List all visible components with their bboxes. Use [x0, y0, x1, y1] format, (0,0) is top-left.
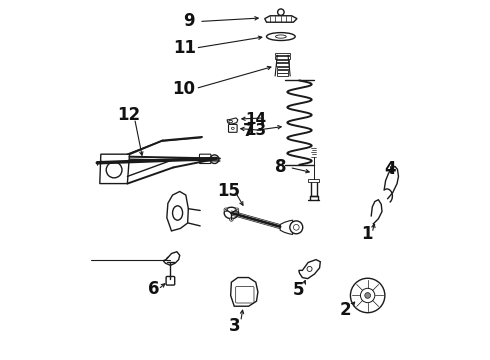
Text: 8: 8: [275, 158, 287, 176]
FancyBboxPatch shape: [277, 73, 288, 76]
Ellipse shape: [231, 127, 234, 130]
FancyBboxPatch shape: [228, 125, 237, 132]
Polygon shape: [299, 260, 320, 279]
Ellipse shape: [172, 206, 183, 220]
Text: 14: 14: [245, 112, 267, 126]
FancyBboxPatch shape: [275, 53, 290, 55]
FancyBboxPatch shape: [199, 154, 211, 163]
Polygon shape: [227, 118, 238, 125]
Circle shape: [235, 208, 239, 212]
Polygon shape: [167, 192, 188, 231]
Text: 12: 12: [117, 107, 140, 125]
Ellipse shape: [275, 35, 286, 38]
Text: 15: 15: [218, 183, 241, 201]
Circle shape: [350, 278, 385, 313]
Ellipse shape: [167, 257, 174, 262]
Circle shape: [230, 218, 233, 221]
Polygon shape: [100, 154, 129, 184]
FancyBboxPatch shape: [275, 56, 290, 59]
Circle shape: [106, 162, 122, 178]
FancyBboxPatch shape: [276, 63, 289, 66]
Text: 9: 9: [184, 13, 195, 31]
Circle shape: [307, 266, 312, 271]
Text: 10: 10: [172, 80, 196, 98]
FancyBboxPatch shape: [276, 67, 289, 69]
Text: 6: 6: [148, 280, 159, 298]
FancyBboxPatch shape: [276, 60, 290, 62]
Text: 13: 13: [245, 123, 267, 138]
FancyBboxPatch shape: [277, 70, 289, 72]
FancyBboxPatch shape: [311, 180, 317, 196]
Circle shape: [278, 9, 284, 15]
Ellipse shape: [267, 33, 295, 41]
Ellipse shape: [224, 207, 239, 219]
FancyBboxPatch shape: [166, 276, 175, 285]
Polygon shape: [280, 220, 293, 234]
Text: 4: 4: [385, 160, 396, 178]
Text: 11: 11: [173, 39, 196, 57]
Polygon shape: [163, 252, 180, 265]
Ellipse shape: [229, 120, 232, 123]
Text: 3: 3: [229, 317, 241, 335]
Circle shape: [290, 221, 303, 234]
Circle shape: [224, 208, 227, 212]
Circle shape: [361, 288, 375, 303]
Text: 1: 1: [361, 225, 373, 243]
Circle shape: [210, 155, 219, 163]
Text: 5: 5: [293, 282, 304, 300]
FancyBboxPatch shape: [309, 179, 319, 182]
Polygon shape: [231, 278, 258, 306]
Text: 7: 7: [243, 122, 254, 140]
Circle shape: [294, 225, 299, 230]
Text: 2: 2: [340, 301, 351, 319]
Polygon shape: [265, 16, 297, 22]
FancyBboxPatch shape: [236, 287, 254, 303]
Circle shape: [365, 293, 370, 298]
